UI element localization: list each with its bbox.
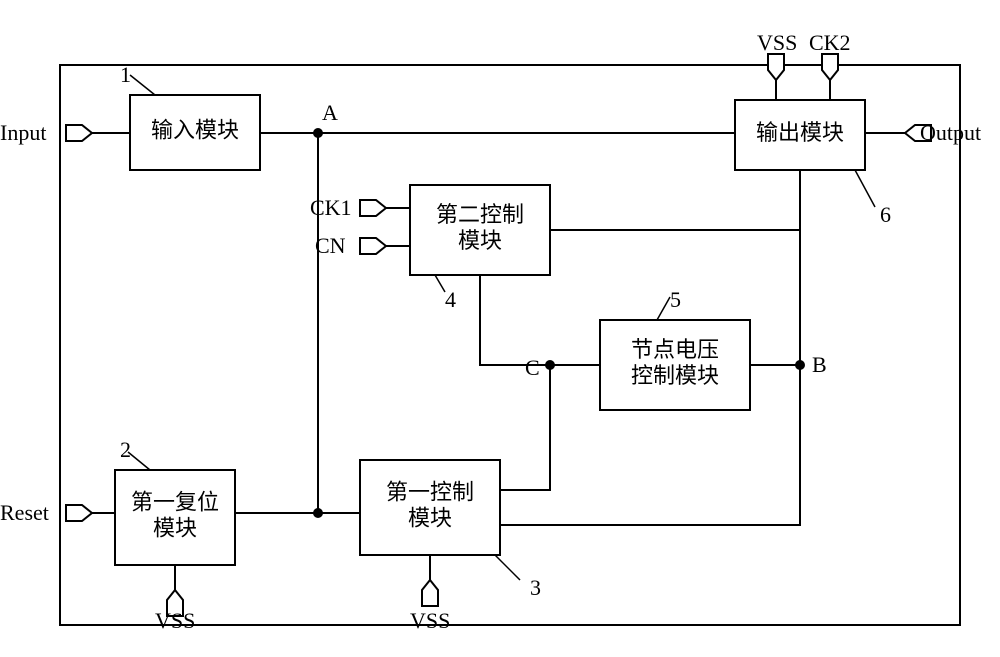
port-label-reset: Reset <box>0 500 49 525</box>
port-label-output: Output <box>920 120 981 145</box>
node-C <box>545 360 555 370</box>
leader-line <box>657 297 670 320</box>
block-output_module: 输出模块 <box>735 100 865 170</box>
pin-reset <box>66 505 92 521</box>
block-id-label: 5 <box>670 287 681 312</box>
block-ctrl2_module: 第二控制模块 <box>410 185 550 275</box>
block-label: 模块 <box>153 516 197 541</box>
port-label-ck1: CK1 <box>310 195 352 220</box>
leader-line <box>435 275 445 292</box>
circuit-diagram: 输入模块第一复位模块第一控制模块第二控制模块节点电压控制模块输出模块123456… <box>0 0 1000 657</box>
block-label: 第二控制 <box>436 202 524 227</box>
leader-line <box>128 452 150 470</box>
block-reset_module: 第一复位模块 <box>115 470 235 565</box>
block-ctrl1_module: 第一控制模块 <box>360 460 500 555</box>
pin-input <box>66 125 92 141</box>
pin-vss_tl <box>768 54 784 80</box>
wire-ctrl2-down-to-C <box>480 275 550 365</box>
pin-vss_b2 <box>422 580 438 606</box>
block-label: 节点电压 <box>631 337 719 362</box>
block-id-label: 1 <box>120 62 131 87</box>
leader-line <box>495 555 520 580</box>
block-label: 控制模块 <box>631 363 719 388</box>
port-label-vss_b1: VSS <box>155 608 195 633</box>
block-label: 输入模块 <box>151 118 239 143</box>
node-label-A: A <box>322 100 338 125</box>
block-id-label: 6 <box>880 202 891 227</box>
wire-C-down-to-ctrl1 <box>500 365 550 490</box>
node-B <box>795 360 805 370</box>
node-label-B: B <box>812 352 827 377</box>
block-id-label: 4 <box>445 287 456 312</box>
pin-cn <box>360 238 386 254</box>
block-nodevolt_module: 节点电压控制模块 <box>600 320 750 410</box>
leader-line <box>855 170 875 207</box>
block-id-label: 3 <box>530 575 541 600</box>
port-label-cn: CN <box>315 233 346 258</box>
block-label: 模块 <box>408 506 452 531</box>
block-label: 第一控制 <box>386 480 474 505</box>
node-reset_j <box>313 508 323 518</box>
block-label: 第一复位 <box>131 490 219 515</box>
pin-ck1 <box>360 200 386 216</box>
node-label-C: C <box>525 355 540 380</box>
pin-ck2 <box>822 54 838 80</box>
port-label-vss_tl: VSS <box>757 30 797 55</box>
block-label: 模块 <box>458 228 502 253</box>
port-label-ck2: CK2 <box>809 30 851 55</box>
block-id-label: 2 <box>120 437 131 462</box>
block-label: 输出模块 <box>756 120 844 145</box>
block-input_module: 输入模块 <box>130 95 260 170</box>
node-A <box>313 128 323 138</box>
port-label-input: Input <box>0 120 46 145</box>
leader-line <box>130 75 155 95</box>
port-label-vss_b2: VSS <box>410 608 450 633</box>
